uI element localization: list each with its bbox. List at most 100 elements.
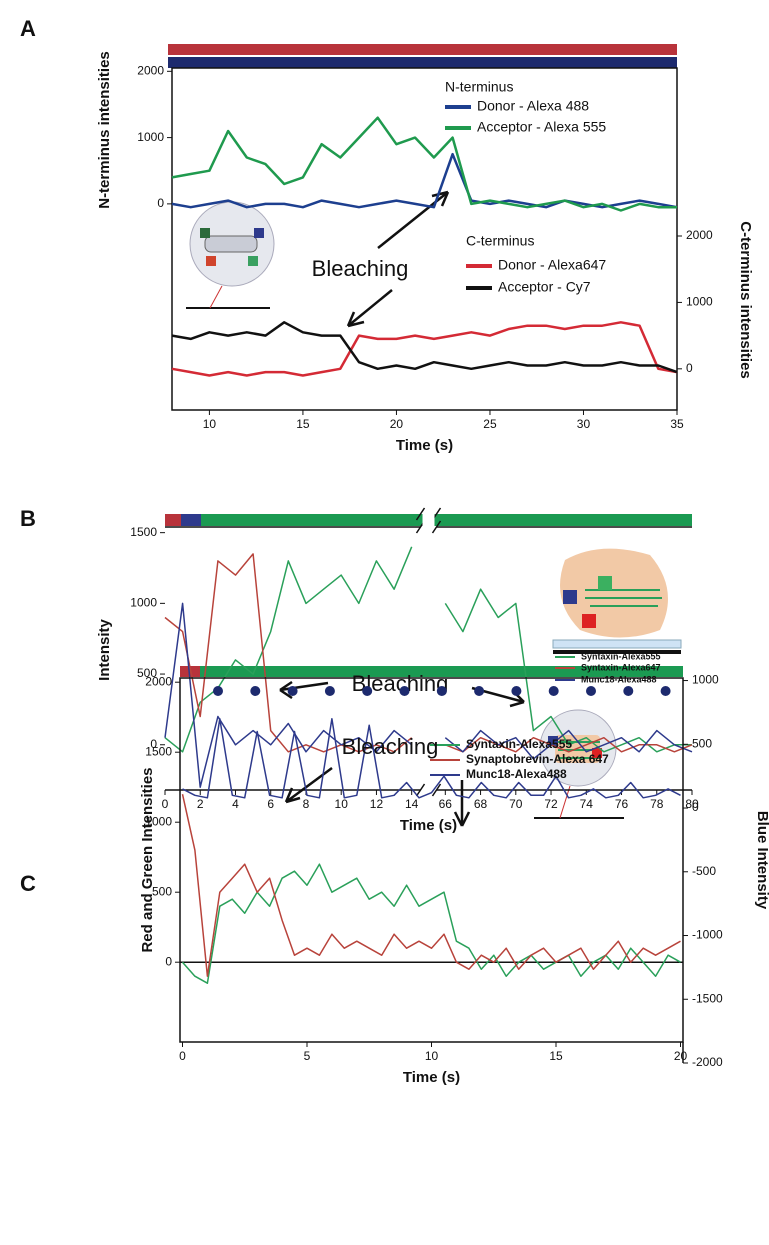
- x-tick-label: 66: [439, 797, 453, 811]
- excitation-dot: [399, 686, 410, 696]
- x-tick-label: 25: [483, 417, 497, 431]
- y2-tick-label: -500: [692, 864, 716, 878]
- excitation-dot: [548, 686, 559, 696]
- y-tick-label: 1000: [130, 596, 157, 610]
- laser-bar: [200, 666, 683, 677]
- y-tick-label: 0: [157, 196, 164, 210]
- excitation-dot: [511, 686, 522, 696]
- break-mark: [415, 783, 426, 797]
- annotation: Bleaching: [342, 734, 439, 759]
- x-tick-label: 5: [304, 1049, 311, 1063]
- excitation-dot: [586, 686, 596, 696]
- excitation-dot: [436, 686, 447, 696]
- panel-letter: C: [20, 871, 36, 896]
- x-tick-label: 14: [405, 797, 419, 811]
- x-tick-label: 10: [425, 1049, 439, 1063]
- x-tick-label: 10: [203, 417, 217, 431]
- y-tick-label: 1000: [145, 814, 172, 828]
- excitation-dot: [213, 686, 223, 696]
- x-tick-label: 68: [474, 797, 488, 811]
- x-tick-label: 20: [674, 1049, 688, 1063]
- x-tick-label: 70: [509, 797, 523, 811]
- excitation-dot: [324, 686, 335, 696]
- legend-label: Synaptobrevin-Alexa 647: [466, 752, 609, 766]
- x-tick-label: 12: [370, 797, 384, 811]
- x-tick-label: 74: [580, 797, 594, 811]
- y2-tick-label: -2000: [692, 1055, 723, 1069]
- series-line: [171, 152, 678, 209]
- x-axis-label: Time (s): [403, 1069, 460, 1086]
- x-tick-label: 80: [685, 797, 699, 811]
- y2-tick-label: 1000: [692, 673, 719, 687]
- laser-bar: [180, 666, 200, 677]
- x-tick-label: 15: [549, 1049, 563, 1063]
- break-mark: [431, 520, 442, 534]
- legend-label: Acceptor - Alexa 555: [477, 119, 606, 135]
- panel-letter: B: [20, 506, 36, 531]
- y2-tick-label: -1000: [692, 928, 723, 942]
- break-mark: [415, 507, 426, 521]
- y2-tick-label: 1000: [686, 295, 713, 309]
- inset-b: [552, 548, 682, 654]
- y2-tick-label: 0: [686, 361, 693, 375]
- x-tick-label: 72: [544, 797, 558, 811]
- laser-bar: [168, 44, 677, 55]
- break-mark: [431, 783, 442, 797]
- x-axis-label: Time (s): [400, 817, 457, 834]
- x-tick-label: 78: [650, 797, 664, 811]
- legend-label: Munc18-Alexa488: [466, 767, 567, 781]
- laser-bar: [168, 57, 677, 68]
- y-tick-label: 0: [150, 737, 157, 751]
- legend-label: Syntaxin-Alexa555: [466, 737, 572, 751]
- y-tick-label: 2000: [137, 63, 164, 77]
- x-tick-label: 76: [615, 797, 629, 811]
- x-tick-label: 35: [670, 417, 684, 431]
- annotation: Bleaching: [312, 256, 409, 281]
- series-line: [171, 116, 677, 212]
- y-axis-label: Intensity: [96, 619, 113, 681]
- series-line: [164, 546, 692, 753]
- x-tick-label: 8: [303, 797, 310, 811]
- laser-bar: [165, 514, 181, 526]
- excitation-dot: [623, 686, 634, 696]
- x-tick-label: 2: [197, 797, 204, 811]
- y-tick-label: 1500: [145, 744, 172, 758]
- inset-a: [186, 201, 275, 309]
- series-line: [182, 718, 681, 799]
- x-tick-label: 15: [296, 417, 310, 431]
- y-tick-label: 0: [165, 954, 172, 968]
- x-tick-label: 20: [390, 417, 404, 431]
- series-line: [181, 794, 681, 977]
- legend-label: Acceptor - Cy7: [498, 279, 591, 295]
- y-axis-label: N-terminus intensities: [96, 51, 113, 209]
- series-line: [164, 602, 693, 788]
- legend-title: C-terminus: [466, 233, 534, 249]
- y-tick-label: 500: [152, 884, 172, 898]
- excitation-dot: [287, 686, 298, 696]
- break-gap: [422, 512, 435, 526]
- panel-letter: A: [20, 16, 36, 41]
- series-line: [171, 321, 678, 377]
- y-tick-label: 1500: [130, 525, 157, 539]
- x-tick-label: 0: [162, 797, 169, 811]
- y2-axis-label: Blue Intensity: [754, 811, 769, 910]
- x-tick-label: 6: [267, 797, 274, 811]
- frame: [171, 67, 678, 411]
- excitation-dot: [474, 686, 485, 696]
- series-line: [171, 321, 678, 374]
- y-axis-label: Red and Green Intensities: [139, 767, 156, 952]
- legend-label: Syntaxin-Alexa647: [581, 662, 661, 672]
- y2-tick-label: 2000: [686, 228, 713, 242]
- excitation-dot: [362, 686, 373, 696]
- laser-bar: [181, 514, 201, 526]
- x-tick-label: 4: [232, 797, 239, 811]
- x-tick-label: 0: [179, 1049, 186, 1063]
- x-tick-label: 30: [577, 417, 591, 431]
- y-tick-label: 500: [137, 666, 157, 680]
- y2-tick-label: 500: [692, 736, 712, 750]
- excitation-dot: [660, 686, 671, 696]
- legend-label: Munc18-Alexa488: [581, 674, 657, 684]
- y-tick-label: 1000: [137, 130, 164, 144]
- x-tick-label: 10: [335, 797, 349, 811]
